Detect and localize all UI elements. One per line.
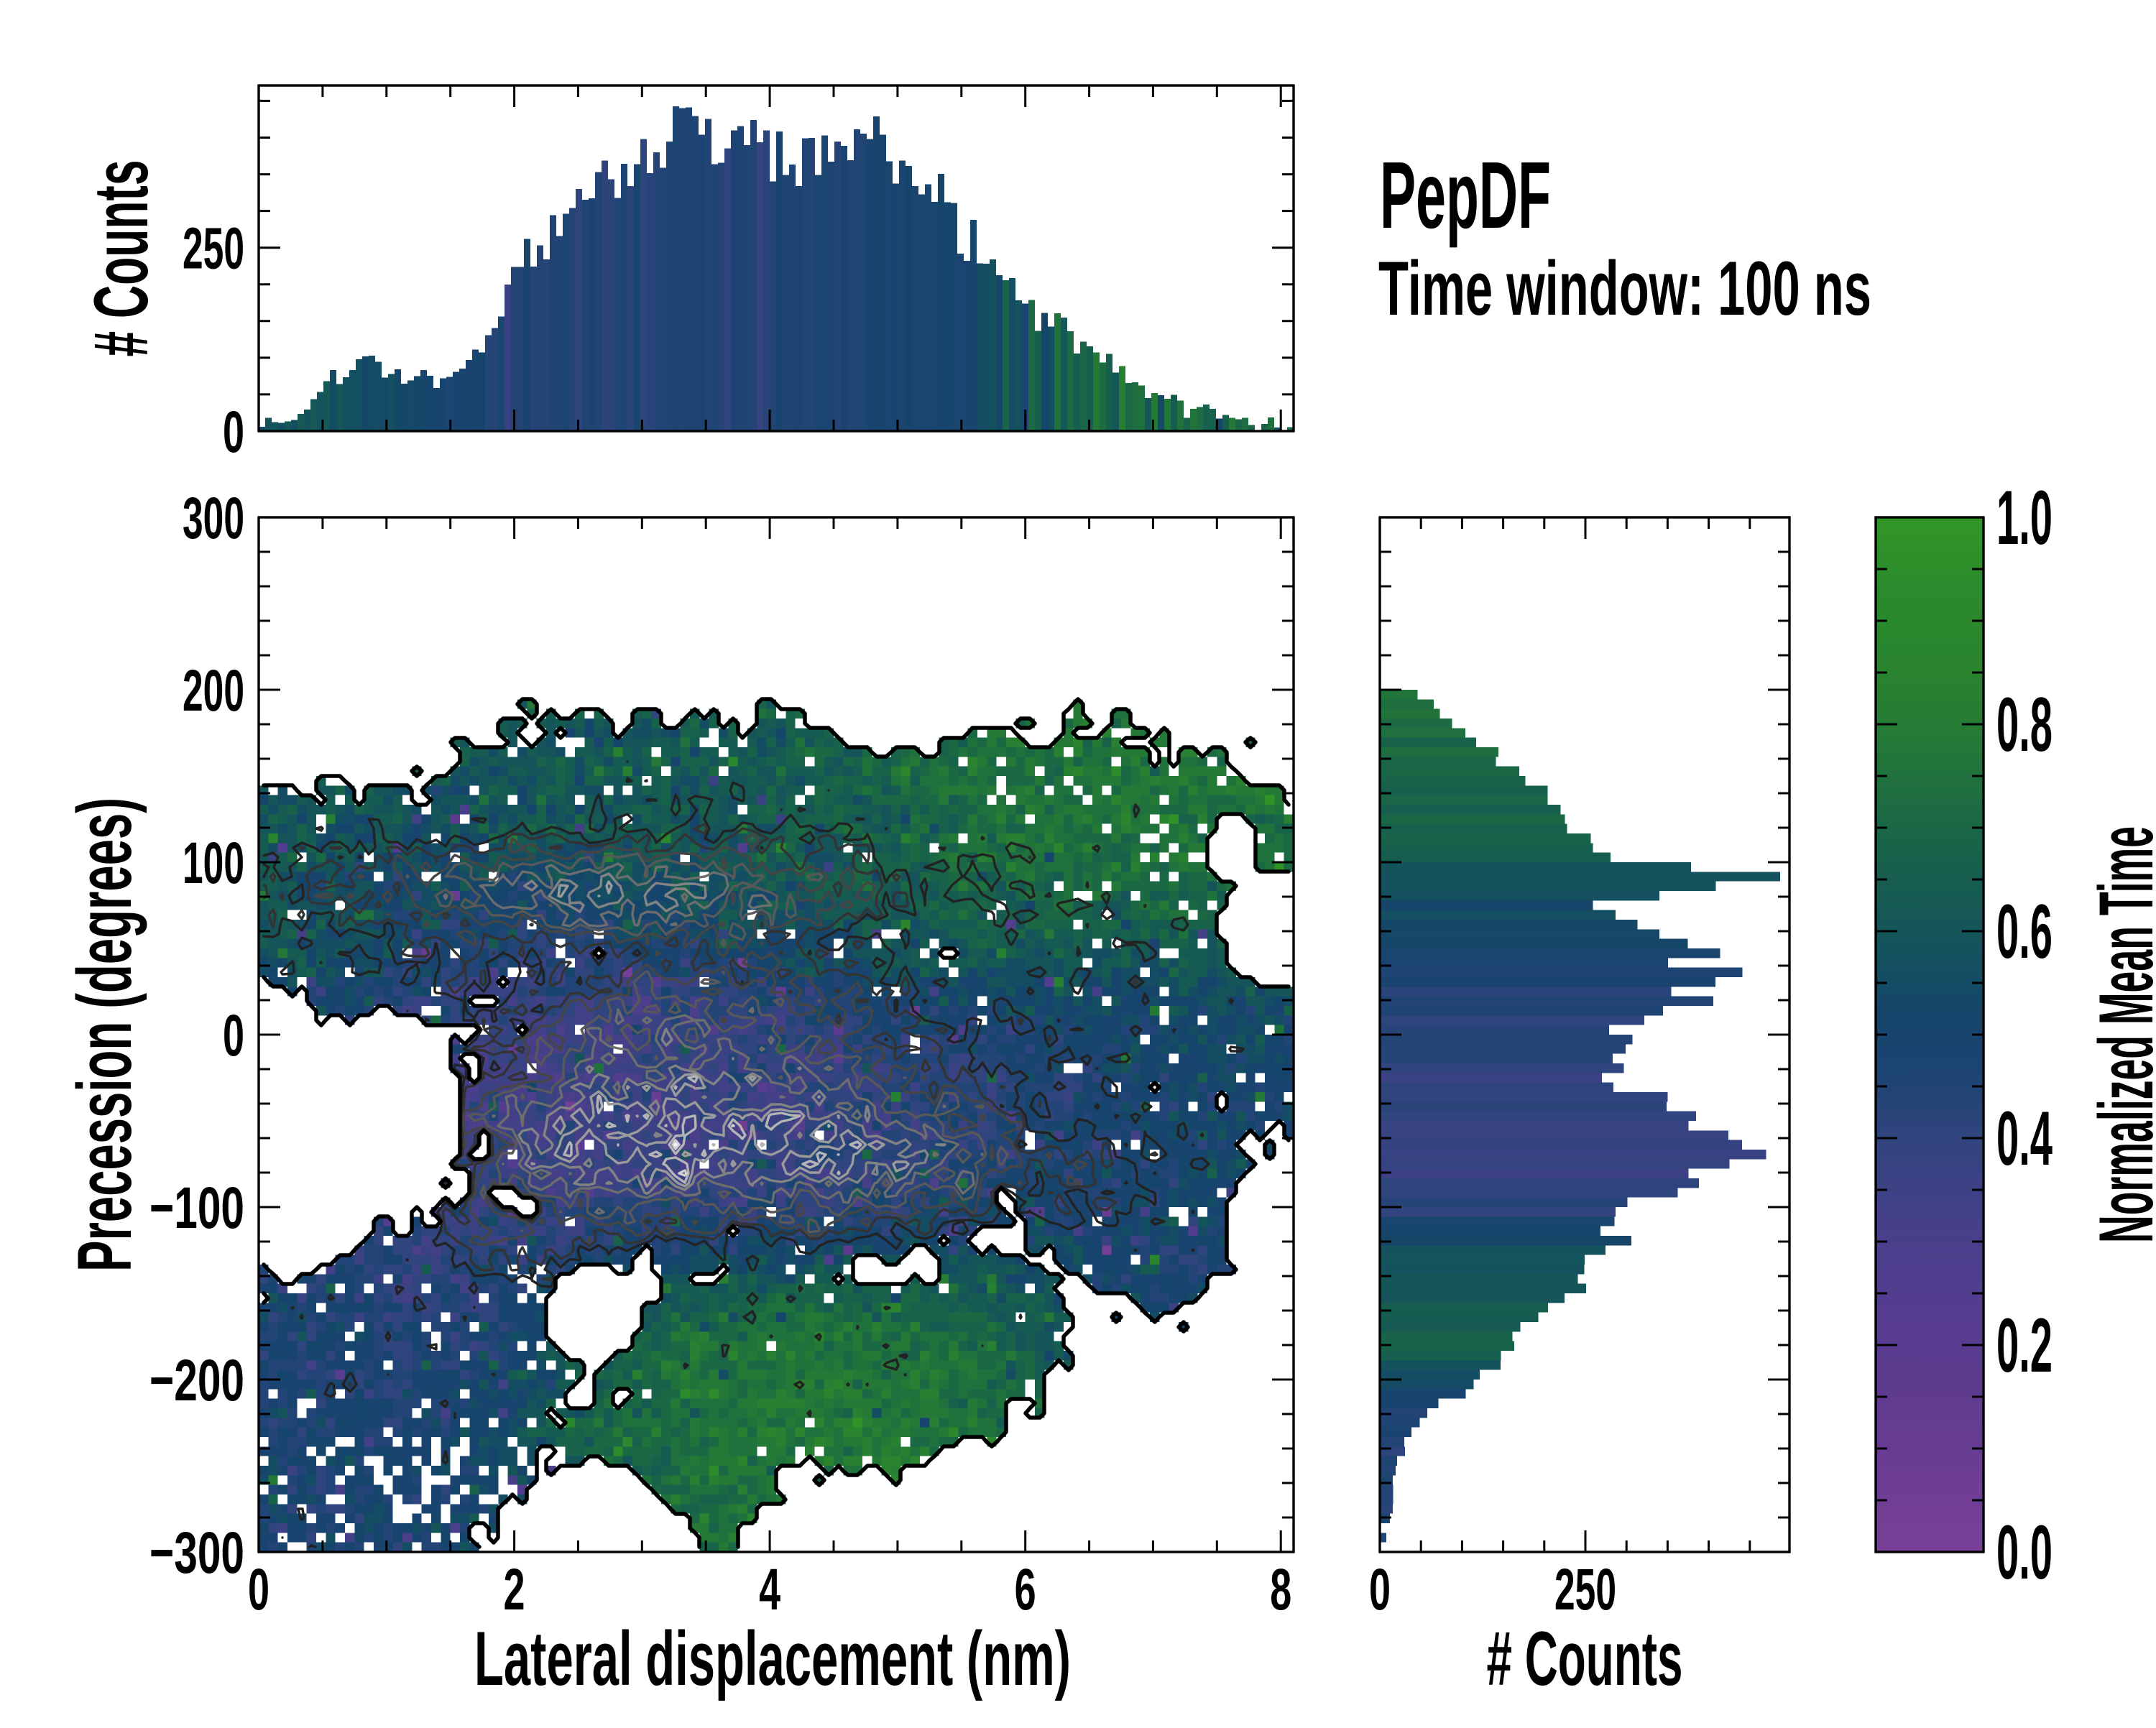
svg-text:200: 200 bbox=[183, 658, 244, 724]
svg-text:0.0: 0.0 bbox=[1996, 1509, 2053, 1595]
svg-text:# Counts: # Counts bbox=[1487, 1615, 1683, 1701]
svg-text:250: 250 bbox=[1554, 1557, 1616, 1622]
svg-text:Time window: 100 ns: Time window: 100 ns bbox=[1378, 245, 1871, 331]
svg-text:0: 0 bbox=[1369, 1557, 1391, 1622]
svg-text:PepDF: PepDF bbox=[1380, 142, 1551, 248]
svg-text:2: 2 bbox=[504, 1557, 525, 1622]
svg-text:−200: −200 bbox=[149, 1348, 244, 1413]
svg-text:0.2: 0.2 bbox=[1996, 1302, 2053, 1388]
svg-text:Precession (degrees): Precession (degrees) bbox=[61, 798, 147, 1272]
svg-text:0.6: 0.6 bbox=[1996, 888, 2053, 974]
svg-text:# Counts: # Counts bbox=[78, 160, 164, 357]
svg-text:Normalized Mean Time: Normalized Mean Time bbox=[2083, 826, 2156, 1243]
svg-text:0.4: 0.4 bbox=[1996, 1095, 2053, 1181]
svg-text:−300: −300 bbox=[149, 1520, 244, 1586]
svg-text:300: 300 bbox=[183, 486, 244, 551]
svg-text:0: 0 bbox=[223, 399, 244, 465]
svg-text:Lateral displacement (nm): Lateral displacement (nm) bbox=[474, 1615, 1071, 1701]
svg-text:1.0: 1.0 bbox=[1996, 474, 2053, 560]
svg-text:0.8: 0.8 bbox=[1996, 681, 2053, 767]
svg-text:0: 0 bbox=[248, 1557, 270, 1622]
svg-text:6: 6 bbox=[1015, 1557, 1036, 1622]
svg-text:8: 8 bbox=[1270, 1557, 1291, 1622]
svg-text:4: 4 bbox=[759, 1557, 780, 1622]
svg-text:100: 100 bbox=[183, 831, 244, 896]
svg-text:−100: −100 bbox=[149, 1175, 244, 1241]
svg-text:250: 250 bbox=[183, 216, 244, 282]
svg-text:0: 0 bbox=[223, 1003, 244, 1068]
